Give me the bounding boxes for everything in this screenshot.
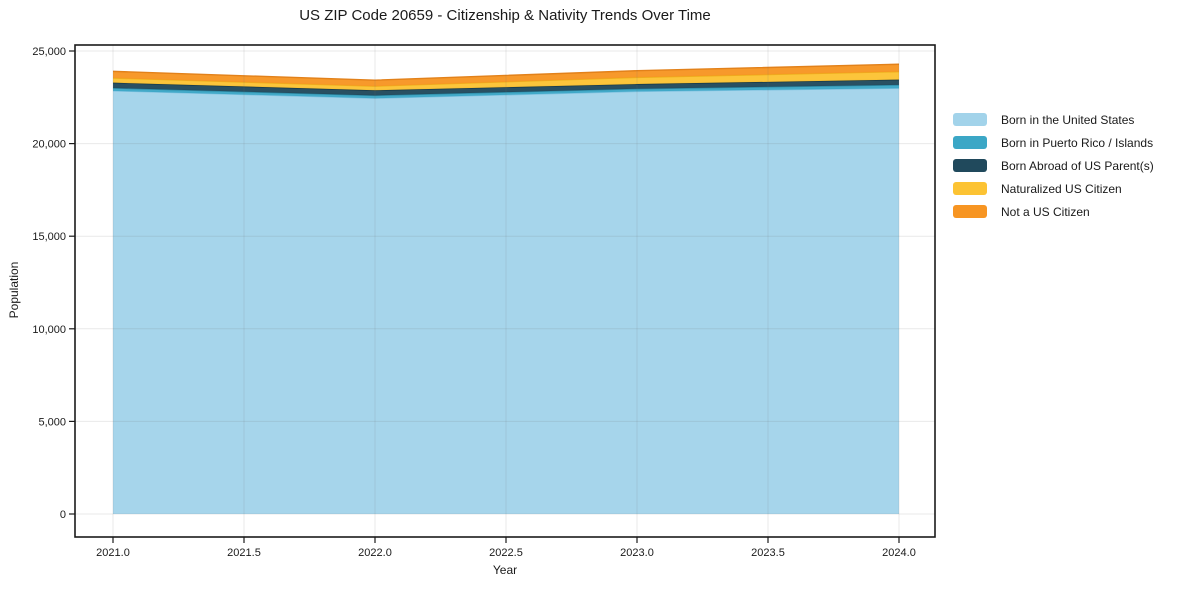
legend-item-born-in-the-united-states: Born in the United States [953, 108, 1154, 131]
legend-swatch-icon [953, 182, 987, 195]
area-edge-not-a-us-citizen [112, 63, 900, 81]
legend-label: Born in the United States [1001, 112, 1135, 127]
legend-label: Born Abroad of US Parent(s) [1001, 158, 1154, 173]
x-tick-label: 2021.0 [96, 547, 130, 559]
x-axis-label: Year [492, 563, 518, 577]
area-born-in-the-united-states [113, 88, 899, 515]
x-tick-label: 2022.0 [358, 547, 392, 559]
y-tick-label: 5,000 [38, 416, 66, 428]
y-tick-label: 20,000 [32, 139, 66, 151]
legend-item-naturalized-us-citizen: Naturalized US Citizen [953, 177, 1154, 200]
y-tick-label: 15,000 [32, 231, 66, 243]
y-tick-label: 0 [60, 509, 66, 521]
y-axis-label: Population [7, 261, 21, 319]
legend-label: Born in Puerto Rico / Islands [1001, 135, 1154, 150]
legend-swatch-icon [953, 205, 987, 218]
legend-item-born-in-puerto-rico-islands: Born in Puerto Rico / Islands [953, 131, 1154, 154]
legend-label: Naturalized US Citizen [1001, 181, 1122, 196]
plot-border [74, 44, 936, 538]
gridlines [75, 45, 935, 537]
axis-ticks [69, 50, 900, 543]
area-layers [112, 63, 900, 515]
y-tick-label: 10,000 [32, 324, 66, 336]
y-tick-label: 25,000 [32, 46, 66, 58]
x-tick-label: 2021.5 [227, 547, 261, 559]
legend: Born in the United States Born in Puerto … [953, 108, 1154, 223]
legend-swatch-icon [953, 159, 987, 172]
legend-item-not-a-us-citizen: Not a US Citizen [953, 200, 1154, 223]
legend-item-born-abroad-of-us-parent-s: Born Abroad of US Parent(s) [953, 154, 1154, 177]
legend-label: Not a US Citizen [1001, 204, 1090, 219]
x-tick-label: 2024.0 [882, 547, 916, 559]
legend-swatch-icon [953, 113, 987, 126]
tick-labels: 0 5,000 10,000 15,000 20,000 25,000 2021.0 2021… [32, 46, 915, 559]
x-tick-label: 2023.0 [620, 547, 654, 559]
x-tick-label: 2023.5 [751, 547, 785, 559]
chart-title: US ZIP Code 20659 - Citizenship & Nativi… [299, 7, 711, 24]
legend-swatch-icon [953, 136, 987, 149]
x-tick-label: 2022.5 [489, 547, 523, 559]
